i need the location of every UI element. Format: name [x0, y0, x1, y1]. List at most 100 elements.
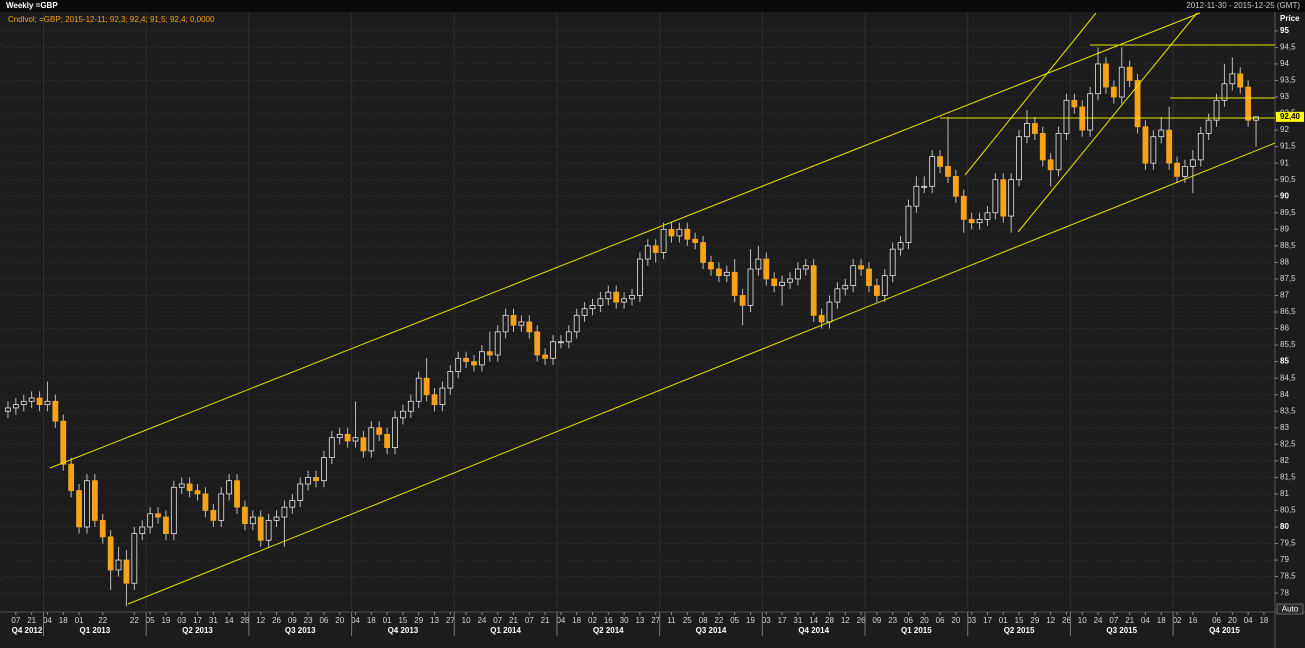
- x-tick-label: 07: [1109, 616, 1118, 625]
- candle-body: [1205, 119, 1212, 134]
- x-tick-label: 03: [762, 616, 771, 625]
- x-tick-label: 18: [572, 616, 581, 625]
- x-tick-label: 06: [936, 616, 945, 625]
- y-tick-label: 80,5: [1280, 506, 1296, 515]
- candle-body: [550, 341, 556, 359]
- candle-body: [463, 357, 470, 363]
- candle-body: [210, 510, 217, 521]
- auto-button-label[interactable]: Auto: [1282, 605, 1299, 614]
- candle-body: [392, 417, 398, 449]
- candle-body: [170, 486, 177, 535]
- candle-body: [1039, 132, 1046, 161]
- y-tick-label: 90,5: [1280, 175, 1296, 184]
- candle-body: [218, 493, 225, 521]
- x-tick-label: 30: [620, 616, 629, 625]
- quarter-label: Q2 2013: [182, 626, 213, 635]
- candle-body: [1031, 123, 1038, 134]
- y-tick-label: 83,5: [1280, 406, 1296, 415]
- trend-line: [1017, 12, 1198, 233]
- candle-body: [605, 291, 612, 300]
- candle-body: [921, 185, 928, 188]
- candle-body: [834, 288, 841, 303]
- candle-body: [960, 195, 967, 220]
- candle-body: [68, 463, 75, 492]
- x-tick-label: 31: [209, 616, 218, 625]
- candle-body: [731, 271, 738, 296]
- candle-body: [1245, 86, 1252, 121]
- quarter-label: Q2 2014: [593, 626, 624, 635]
- candle-body: [163, 516, 169, 535]
- candle-body: [558, 341, 564, 344]
- x-tick-label: 31: [793, 616, 802, 625]
- y-tick-label: 92: [1280, 125, 1289, 134]
- candle-body: [431, 394, 438, 406]
- y-tick-label: 82,5: [1280, 439, 1296, 448]
- x-tick-label: 03: [177, 616, 186, 625]
- x-tick-label: 13: [635, 616, 644, 625]
- candle-body: [400, 410, 406, 419]
- x-tick-label: 12: [1046, 616, 1055, 625]
- candle-body: [897, 242, 904, 250]
- x-tick-label: 28: [825, 616, 834, 625]
- quarter-label: Q1 2015: [901, 626, 932, 635]
- x-tick-label: 29: [414, 616, 423, 625]
- candle-body: [336, 433, 343, 439]
- candle-body: [510, 314, 517, 326]
- candle-body: [700, 242, 706, 263]
- x-tick-label: 08: [699, 616, 708, 625]
- candle-body: [597, 298, 604, 306]
- y-tick-label: 83: [1280, 423, 1289, 432]
- candle-body: [660, 228, 667, 253]
- x-tick-label: 23: [304, 616, 313, 625]
- y-tick-label: 85: [1280, 357, 1289, 366]
- candle-body: [1158, 129, 1165, 138]
- quarter-label: Q3 2014: [696, 626, 727, 635]
- candle-body: [621, 298, 627, 303]
- candle-body: [755, 258, 762, 270]
- candle-body: [486, 351, 493, 356]
- x-tick-label: 09: [288, 616, 297, 625]
- y-tick-label: 89: [1280, 224, 1289, 233]
- candle-body: [471, 361, 477, 366]
- candle-body: [178, 483, 185, 488]
- candle-body: [502, 314, 509, 333]
- candle-body: [368, 427, 375, 452]
- candle-body: [818, 314, 825, 323]
- y-tick-label: 91,5: [1280, 142, 1296, 151]
- candle-body: [1221, 83, 1228, 101]
- trend-line: [49, 12, 1201, 469]
- candle-body: [802, 265, 809, 270]
- auto-button[interactable]: [1276, 603, 1304, 615]
- x-tick-label: 07: [525, 616, 534, 625]
- candle-body: [423, 377, 430, 396]
- candle-body: [155, 513, 161, 518]
- candle-body: [131, 533, 138, 584]
- candle-body: [91, 480, 98, 521]
- candle-body: [1134, 80, 1141, 128]
- candle-body: [281, 506, 288, 518]
- date-range: 2012-11-30 - 2015-12-25 (GMT): [1186, 1, 1300, 10]
- candle-body: [415, 377, 422, 402]
- header-bar: [0, 0, 1305, 12]
- x-tick-label: 26: [272, 616, 281, 625]
- x-tick-label: 19: [161, 616, 170, 625]
- candle-body: [1079, 106, 1086, 131]
- grid: [4, 13, 1275, 612]
- candle-body: [28, 397, 35, 402]
- candle-body: [447, 371, 454, 389]
- y-tick-label: 87,5: [1280, 274, 1296, 283]
- quarter-label: Q4 2012: [12, 626, 43, 635]
- y-tick-label: 79: [1280, 555, 1289, 564]
- x-tick-label: 04: [43, 616, 52, 625]
- candle-body: [1174, 162, 1180, 177]
- candle-body: [565, 331, 572, 343]
- x-tick-label: 22: [714, 616, 723, 625]
- x-tick-label: 21: [509, 616, 518, 625]
- x-tick-label: 11: [667, 616, 676, 625]
- legend: Cndlvol; =GBP; 2015-12-11; 92,3; 92,4; 9…: [8, 15, 215, 24]
- x-tick-label: 07: [11, 616, 20, 625]
- candle-body: [1150, 136, 1157, 164]
- x-tick-label: 23: [888, 616, 897, 625]
- candle-body: [763, 258, 770, 280]
